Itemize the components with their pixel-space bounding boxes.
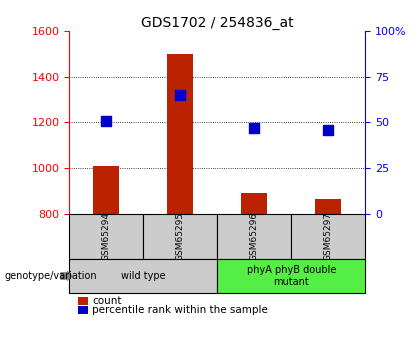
- Text: GSM65296: GSM65296: [250, 212, 259, 261]
- Bar: [143, 214, 218, 259]
- Point: [251, 125, 258, 131]
- Text: GSM65295: GSM65295: [176, 212, 185, 261]
- Text: GSM65297: GSM65297: [324, 212, 333, 261]
- Bar: [218, 259, 365, 293]
- Point: [103, 118, 110, 124]
- Bar: [291, 214, 365, 259]
- Bar: [218, 214, 291, 259]
- Point: [177, 92, 184, 98]
- Bar: [93, 166, 119, 214]
- Text: GSM65294: GSM65294: [102, 212, 111, 261]
- Text: wild type: wild type: [121, 271, 165, 281]
- Bar: [168, 54, 193, 214]
- Title: GDS1702 / 254836_at: GDS1702 / 254836_at: [141, 16, 294, 30]
- Point: [325, 127, 332, 132]
- Bar: [69, 259, 218, 293]
- Text: genotype/variation: genotype/variation: [4, 271, 97, 281]
- Text: phyA phyB double
mutant: phyA phyB double mutant: [247, 265, 336, 287]
- Bar: [69, 214, 143, 259]
- Bar: [241, 193, 267, 214]
- Text: count: count: [92, 296, 122, 306]
- Text: percentile rank within the sample: percentile rank within the sample: [92, 305, 268, 315]
- Bar: [315, 199, 341, 214]
